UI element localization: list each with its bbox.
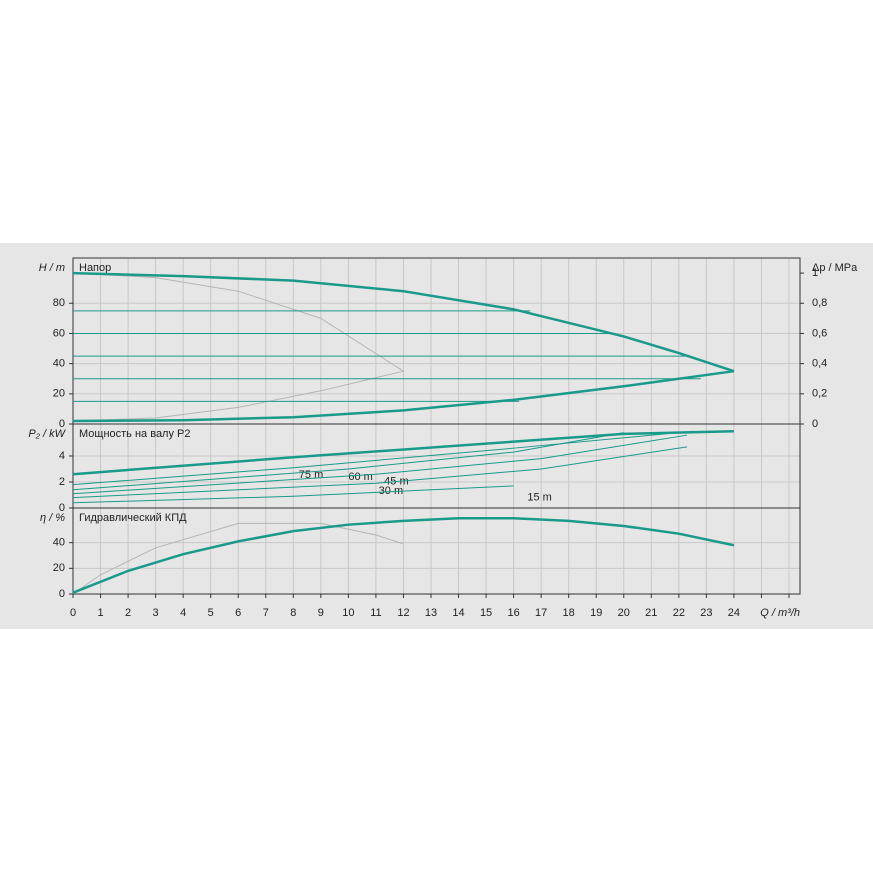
y-axis-label: P₂ / kW: [28, 428, 66, 440]
x-tick-label: 8: [290, 607, 296, 619]
x-axis-label: Q / m³/h: [760, 607, 800, 619]
y-axis-label: η / %: [40, 512, 65, 524]
y2-axis-label: Δp / MPa: [812, 262, 858, 274]
x-tick-label: 10: [342, 607, 354, 619]
x-tick-label: 6: [235, 607, 241, 619]
y-tick-label: 20: [53, 562, 65, 574]
x-tick-label: 24: [728, 607, 740, 619]
x-tick-label: 21: [645, 607, 657, 619]
x-tick-label: 12: [397, 607, 409, 619]
panel-title: Гидравлический КПД: [79, 512, 187, 524]
curve: [72, 517, 735, 594]
x-tick-label: 15: [480, 607, 492, 619]
curve: [72, 430, 693, 486]
panel-title: Мощность на валу P2: [79, 428, 191, 440]
x-tick-label: 3: [153, 607, 159, 619]
curve: [72, 432, 624, 491]
x-tick-label: 14: [452, 607, 464, 619]
y2-tick-label: 1: [812, 267, 818, 279]
y-tick-label: 2: [59, 476, 65, 488]
y-tick-label: 80: [53, 297, 65, 309]
x-tick-label: 4: [180, 607, 186, 619]
plot-frame: [72, 507, 801, 595]
y-tick-label: 0: [59, 502, 65, 514]
panel-title: Напор: [79, 262, 111, 274]
x-tick-label: 9: [318, 607, 324, 619]
y2-tick-label: 0: [812, 418, 818, 430]
series-label: 60 m: [348, 471, 372, 483]
x-tick-label: 23: [700, 607, 712, 619]
x-tick-label: 2: [125, 607, 131, 619]
x-tick-label: 19: [590, 607, 602, 619]
x-tick-label: 0: [70, 607, 76, 619]
x-tick-label: 22: [673, 607, 685, 619]
y-axis-label: H / m: [39, 262, 65, 274]
x-tick-label: 17: [535, 607, 547, 619]
x-tick-label: 16: [507, 607, 519, 619]
y2-tick-label: 0,6: [812, 327, 827, 339]
y2-tick-label: 0,8: [812, 297, 827, 309]
x-tick-label: 18: [563, 607, 575, 619]
curve: [72, 485, 514, 504]
y-tick-label: 4: [59, 450, 65, 462]
curve: [72, 430, 734, 476]
x-tick-label: 20: [618, 607, 630, 619]
curve: [72, 522, 404, 595]
y-tick-label: 60: [53, 327, 65, 339]
y-tick-label: 20: [53, 388, 65, 400]
x-tick-label: 13: [425, 607, 437, 619]
curve: [72, 271, 735, 373]
y-tick-label: 0: [59, 418, 65, 430]
y2-tick-label: 0,2: [812, 388, 827, 400]
y2-tick-label: 0,4: [812, 358, 827, 370]
curve: [72, 434, 688, 495]
x-tick-label: 7: [263, 607, 269, 619]
curve: [72, 272, 405, 422]
y-tick-label: 40: [53, 358, 65, 370]
y-tick-label: 0: [59, 588, 65, 600]
series-label: 30 m: [379, 485, 403, 497]
x-tick-label: 11: [370, 607, 381, 619]
y-tick-label: 40: [53, 537, 65, 549]
x-tick-label: 1: [97, 607, 103, 619]
series-label: 15 m: [527, 491, 551, 503]
x-tick-label: 5: [208, 607, 214, 619]
curve: [72, 446, 688, 499]
curve: [72, 369, 735, 423]
